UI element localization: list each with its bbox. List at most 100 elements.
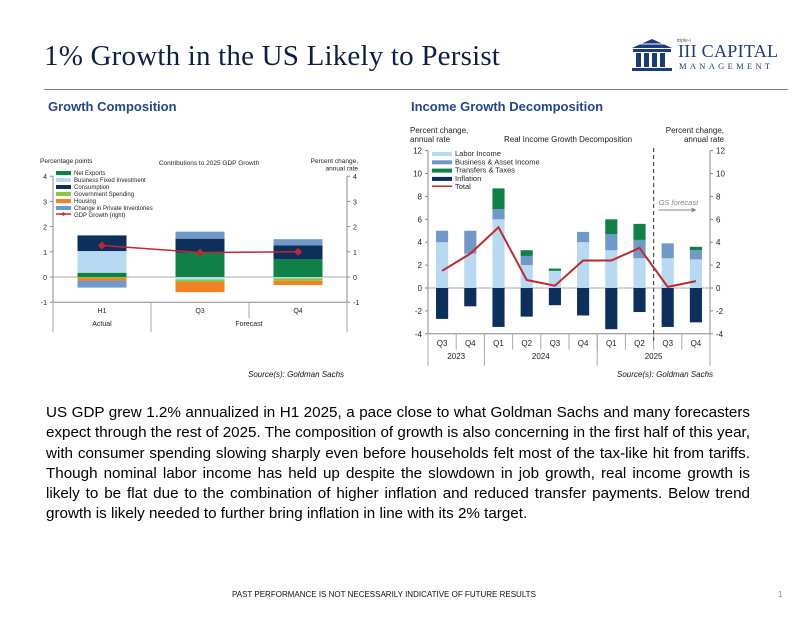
commentary-paragraph: US GDP grew 1.2% annualized in H1 2025, …: [46, 404, 750, 523]
bar-business-asset-income: [605, 234, 618, 251]
y-tick-label-right: -4: [716, 330, 724, 339]
disclaimer: PAST PERFORMANCE IS NOT NECESSARILY INDI…: [232, 590, 536, 599]
x-group-label: 2024: [532, 352, 550, 361]
bar-net-exports: [175, 252, 225, 277]
logo-tagline: triple-i: [677, 38, 691, 44]
line-total: [441, 225, 697, 288]
bar-labor-income: [464, 253, 477, 288]
y-tick-label-right: 8: [716, 192, 721, 201]
left-chart-source: Source(s): Goldman Sachs: [248, 370, 345, 379]
bar-inflation: [548, 288, 561, 306]
legend-label-government-spending: Government Spending: [74, 192, 134, 198]
legend-label-housing: Housing: [74, 199, 96, 205]
bar-inflation: [633, 288, 646, 313]
line-marker: [196, 248, 204, 257]
y-tick-label-right: 3: [353, 199, 357, 206]
bar-labor-income: [661, 258, 674, 288]
page-number: 1: [778, 590, 783, 599]
logo-name: III CAPITAL: [678, 41, 779, 61]
x-tick-label: Q3: [195, 308, 204, 315]
bar-business-asset-income: [436, 230, 449, 243]
bar-labor-income: [577, 242, 590, 288]
legend-label-net-exports: Net Exports: [74, 171, 105, 177]
bar-business-asset-income: [492, 208, 505, 220]
x-group-label: Actual: [92, 321, 112, 328]
legend-swatch-consumption: [56, 185, 71, 189]
bar-transfers-taxes: [492, 188, 505, 209]
bar-business-fixed-investment: [175, 277, 225, 280]
y-tick-label-left: 2: [43, 225, 47, 232]
legend-swatch-change-in-private-inventories: [56, 206, 71, 210]
y-tick-label-left: 0: [418, 284, 423, 293]
y-axis-label-right: Percent change, annual rate: [666, 126, 725, 144]
bar-labor-income: [520, 265, 533, 288]
x-tick-label: H1: [98, 308, 107, 315]
bar-change-in-private-inventories: [273, 239, 323, 246]
y-tick-label-right: -2: [716, 307, 724, 316]
page-title: 1% Growth in the US Likely to Persist: [44, 40, 501, 72]
right-chart-source: Source(s): Goldman Sachs: [617, 370, 714, 379]
y-tick-label-right: 4: [353, 174, 357, 181]
bar-business-fixed-investment: [273, 277, 323, 279]
y-tick-label-left: 4: [43, 174, 47, 181]
bar-government-spending: [77, 277, 127, 279]
legend-label-labor-income: Labor Income: [455, 149, 501, 158]
y-tick-label-left: 8: [418, 192, 423, 201]
bar-labor-income: [436, 242, 449, 288]
legend-label-inflation: Inflation: [455, 174, 481, 183]
bar-change-in-private-inventories: [77, 280, 127, 288]
chart-title: Real Income Growth Decomposition: [504, 135, 632, 144]
legend-swatch-housing: [56, 199, 71, 203]
y-tick-label-right: 12: [716, 147, 725, 156]
y-tick-label-right: 2: [353, 225, 357, 232]
bar-inflation: [492, 288, 505, 327]
y-tick-label-right: 0: [716, 284, 721, 293]
bar-change-in-private-inventories: [175, 231, 225, 239]
bar-business-asset-income: [689, 250, 702, 260]
bar-transfers-taxes: [689, 246, 702, 251]
y-tick-label-right: 4: [716, 238, 721, 247]
x-tick-label: Q4: [465, 339, 476, 348]
growth-composition-chart: Percentage points Percent change, annual r…: [40, 158, 359, 333]
legend-swatch-transfers-taxes: [432, 168, 452, 173]
x-tick-label: Q1: [606, 339, 617, 348]
legend-swatch-business-asset-income: [432, 160, 452, 165]
bar-business-asset-income: [520, 255, 533, 266]
legend-marker: [61, 212, 66, 216]
y-tick-label-left: 2: [418, 261, 423, 270]
line-marker: [294, 247, 302, 256]
x-tick-label: Q4: [578, 339, 589, 348]
bar-inflation: [577, 288, 590, 316]
legend-swatch-net-exports: [56, 171, 71, 175]
y-axis-label-left: Percent change, annual rate: [410, 126, 468, 144]
bar-inflation: [605, 288, 618, 330]
bar-housing: [77, 278, 127, 281]
forecast-arrow-icon: [691, 207, 697, 213]
x-group-label: 2023: [447, 352, 465, 361]
bar-inflation: [520, 288, 533, 317]
legend-label-gdp-growth-right: GDP Growth (right): [74, 213, 125, 219]
y-tick-label-right: 6: [716, 215, 721, 224]
section-title-growth-composition: Growth Composition: [48, 99, 177, 114]
y-tick-label-left: -1: [41, 300, 47, 307]
bar-transfers-taxes: [520, 250, 533, 256]
bar-housing: [175, 282, 225, 293]
legend-label-business-asset-income: Business & Asset Income: [455, 157, 540, 166]
section-title-income-growth: Income Growth Decomposition: [411, 99, 604, 114]
company-logo: triple-i III CAPITAL MANAGEMENT: [630, 38, 790, 74]
bar-transfers-taxes: [548, 268, 561, 271]
x-tick-label: Q2: [634, 339, 645, 348]
y-tick-label-left: 10: [413, 170, 422, 179]
y-tick-label-left: -2: [415, 307, 423, 316]
y-tick-label-right: -1: [353, 300, 359, 307]
bar-labor-income: [492, 219, 505, 288]
income-growth-chart: Percent change, annual rate Percent change…: [410, 126, 725, 366]
legend-label-change-in-private-inventories: Change in Private Inventories: [74, 206, 153, 212]
legend-swatch-labor-income: [432, 152, 452, 156]
y-tick-label-left: 12: [413, 147, 422, 156]
y-tick-label-right: 0: [353, 275, 357, 282]
bar-housing: [273, 280, 323, 286]
bar-labor-income: [633, 258, 646, 288]
bar-net-exports: [273, 259, 323, 277]
x-tick-label: Q4: [293, 308, 302, 315]
